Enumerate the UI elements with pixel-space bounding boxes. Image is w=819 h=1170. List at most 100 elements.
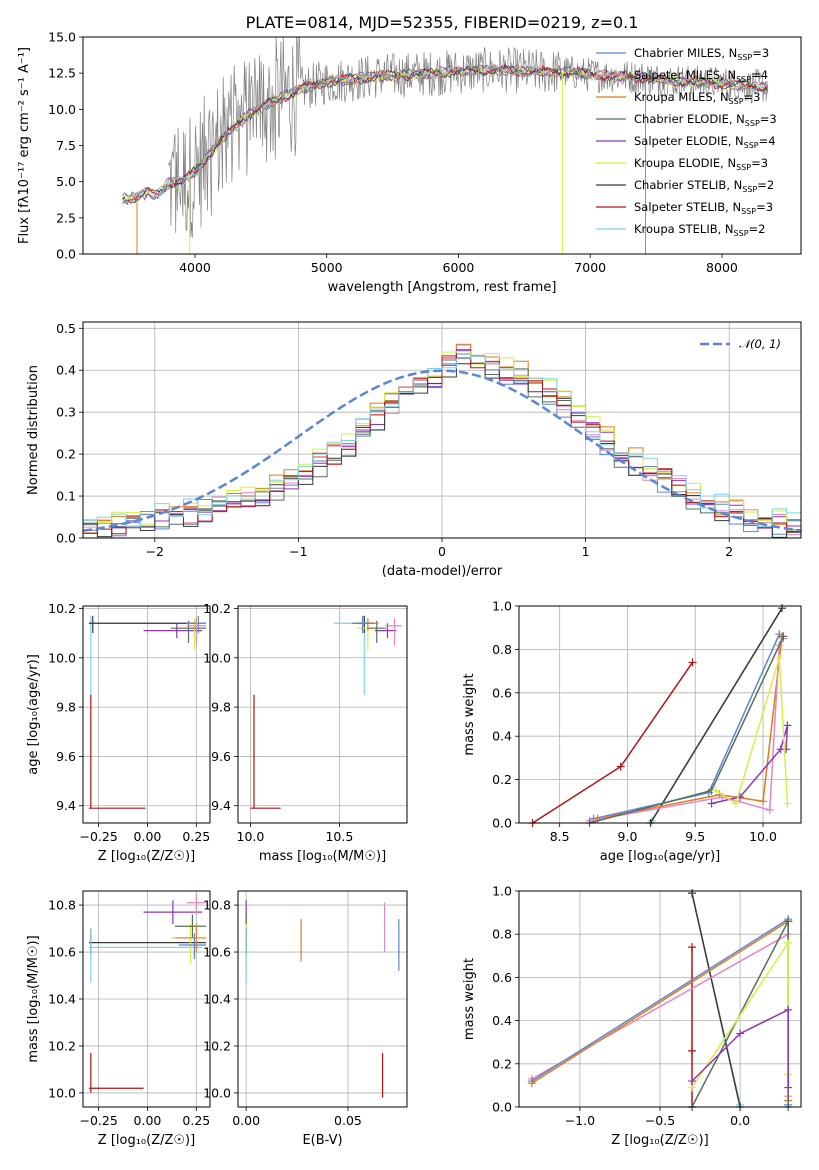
y-axis-label: Normed distribution: [26, 365, 41, 495]
mass-weight-line-salpeter-elodie: [691, 1008, 789, 1088]
mass-weight-marker-salpeter-elodie: [782, 745, 791, 754]
spectrum-axes: 4000 5000 6000 7000 8000 0.0 2.5 5.0 7.5 10.0 12.5…: [17, 30, 738, 296]
x-axis-label: E(B-V): [302, 1133, 342, 1148]
mass-weight-marker-kroupa-elodie: [711, 786, 720, 795]
mass-weight-marker-salpeter-elodie: [784, 1005, 793, 1014]
model-spectrum-salpeter-elodie: [122, 64, 768, 201]
mass-weight-marker-salpeter-elodie: [707, 799, 716, 808]
age-vs-mass-frame: [237, 605, 408, 824]
y-tick-label: 7.5: [56, 138, 76, 153]
mass-weight-marker-kroupa-elodie: [775, 654, 784, 663]
residual-hist-kroupa-stelib: [83, 355, 801, 528]
y-tick-label: 10.2: [48, 1038, 76, 1053]
mass-weight-marker-salpeter-elodie: [736, 1029, 745, 1038]
x-tick-label: 10.0: [749, 829, 777, 844]
y-tick-label: 0.4: [492, 1013, 512, 1028]
y-tick-label: 10.8: [203, 898, 231, 913]
y-tick-label: 0.0: [56, 531, 76, 546]
x-tick-label: 8000: [706, 260, 738, 275]
model-spectrum-kroupa-stelib: [122, 64, 768, 205]
y-tick-label: 0.6: [492, 970, 512, 985]
y-tick-label: 9.4: [211, 798, 231, 813]
y-tick-label: 0.4: [492, 729, 512, 744]
y-tick-label: 0.3: [56, 405, 76, 420]
age-vs-mass-axes: 10.0 10.5 9.4 9.6 9.8 10.0 10.2 mass [log₁₀(M/M…: [203, 601, 407, 864]
legend-label-chabrier-miles: Chabrier MILES, NSSP=3: [634, 46, 769, 62]
figure-title: PLATE=0814, MJD=52355, FIBERID=0219, z=0…: [246, 13, 639, 32]
y-tick-label: 0.0: [492, 1100, 512, 1115]
x-axis-label: Z [log₁₀(Z/Z☉)]: [611, 1133, 708, 1148]
y-tick-label: 1.0: [492, 599, 512, 614]
x-tick-label: −1: [289, 544, 307, 559]
spectrum-frame: [82, 36, 802, 255]
y-tick-label: 0.2: [492, 1056, 512, 1071]
mass-weight-marker-salpeter-stelib: [688, 943, 697, 952]
y-tick-label: 9.6: [211, 749, 231, 764]
model-spectrum-chabrier-elodie: [122, 64, 768, 201]
x-tick-label: −0.25: [79, 1113, 117, 1128]
mass-weight-marker-salpeter-miles: [765, 805, 774, 814]
x-tick-label: 9.5: [685, 829, 705, 844]
x-axis-label: Z [log₁₀(Z/Z☉)]: [98, 1133, 195, 1148]
y-tick-label: 0.1: [56, 489, 76, 504]
x-tick-label: −0.5: [645, 1113, 675, 1128]
x-tick-label: 0.05: [334, 1113, 362, 1128]
y-tick-label: 1.0: [492, 884, 512, 899]
mass-weight-marker-kroupa-miles: [527, 1079, 536, 1088]
x-axis-label: mass [log₁₀(M/M☉)]: [259, 849, 386, 864]
y-tick-label: 10.6: [48, 945, 76, 960]
x-tick-label: 6000: [443, 260, 475, 275]
x-axis-label: age [log₁₀(age/yr)]: [600, 849, 721, 864]
mass-weight-marker-kroupa-miles: [759, 797, 768, 806]
x-axis-label: Z [log₁₀(Z/Z☉)]: [98, 849, 195, 864]
x-tick-label: 0.0: [730, 1113, 750, 1128]
y-axis-label: mass weight: [462, 673, 477, 755]
mass-weight-line-kroupa-elodie: [715, 657, 789, 805]
y-tick-label: 10.0: [48, 1085, 76, 1100]
residual-hist-salpeter-stelib: [83, 355, 801, 535]
mass-weight-line-chabrier-stelib: [649, 607, 783, 823]
x-tick-label: −1.0: [565, 1113, 595, 1128]
mass-weight-marker-salpeter-elodie: [688, 1077, 697, 1086]
mass-vs-Z-frame: [82, 890, 211, 1108]
y-tick-label: 0.5: [56, 321, 76, 336]
mass-weight-marker-salpeter-stelib: [688, 1046, 697, 1055]
x-tick-label: 0.00: [134, 829, 162, 844]
x-tick-label: 0.00: [134, 1113, 162, 1128]
y-tick-label: 12.5: [48, 66, 76, 81]
y-tick-label: 10.8: [48, 898, 76, 913]
spectrum-legend: Chabrier MILES, NSSP=3 Salpeter MILES, NS…: [596, 46, 777, 238]
legend-label-chabrier-elodie: Chabrier ELODIE, NSSP=3: [634, 112, 777, 128]
legend-label-salpeter-elodie: Salpeter ELODIE, NSSP=4: [634, 134, 776, 150]
mass-vs-ebv-axes: 0.00 0.05 10.0 10.2 10.4 10.6 10.8 E(B-V): [203, 891, 407, 1148]
y-axis-label: mass weight: [462, 958, 477, 1040]
mass-weight-marker-salpeter-stelib: [616, 762, 625, 771]
x-tick-label: 9.0: [618, 829, 638, 844]
residuals-frame: [82, 321, 802, 539]
x-tick-label: 1: [582, 544, 590, 559]
mass-weight-marker-salpeter-elodie: [783, 721, 792, 730]
y-tick-label: 0.2: [56, 447, 76, 462]
mass-vs-ebv-frame: [237, 890, 408, 1108]
y-tick-label: 0.2: [492, 772, 512, 787]
y-tick-label: 10.0: [203, 1085, 231, 1100]
y-tick-label: 9.8: [56, 700, 76, 715]
x-tick-label: −0.25: [79, 829, 117, 844]
observed-spectrum-line: [168, 37, 769, 239]
y-axis-label: mass [log₁₀(M/M☉)]: [26, 935, 41, 1062]
x-tick-label: 2: [725, 544, 733, 559]
y-tick-label: 0.0: [56, 247, 76, 262]
legend-label-kroupa-miles: Kroupa MILES, NSSP=3: [634, 90, 760, 106]
x-axis-label: (data-model)/error: [382, 564, 503, 579]
mass-weight-marker-chabrier-elodie: [784, 917, 793, 926]
y-tick-label: 15.0: [48, 30, 76, 45]
y-tick-label: 10.2: [203, 601, 231, 616]
x-tick-label: 0.25: [182, 829, 210, 844]
legend-label-salpeter-stelib: Salpeter STELIB, NSSP=3: [634, 200, 773, 216]
legend-label-kroupa-elodie: Kroupa ELODIE, NSSP=3: [634, 156, 768, 172]
mass-weight-vs-Z-axes: −1.0 −0.5 0.0 0.0 0.2 0.4 0.6 0.8 1.0 Z [log₁₀(Z/…: [462, 884, 801, 1148]
y-tick-label: 2.5: [56, 210, 76, 225]
x-tick-label: 5000: [311, 260, 343, 275]
